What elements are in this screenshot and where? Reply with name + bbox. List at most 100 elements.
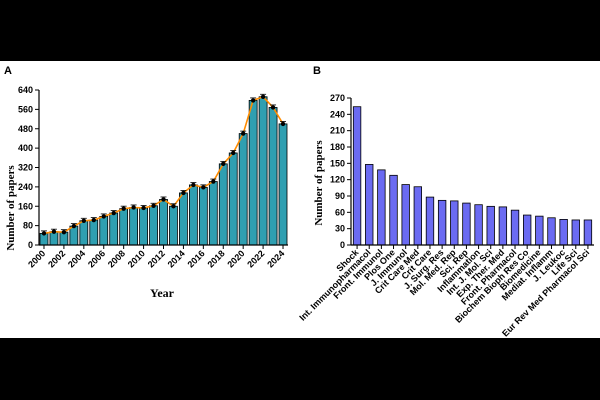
- bar: [486, 205, 495, 246]
- x-tick-label: 2006: [86, 248, 107, 269]
- y-tick-label: 150: [330, 158, 345, 168]
- data-point-marker: [91, 217, 96, 223]
- bar: [238, 133, 248, 246]
- y-tick-label: 60: [335, 207, 345, 217]
- bar: [69, 225, 79, 246]
- x-tick-label: 2008: [106, 248, 127, 269]
- y-tick-label: 0: [28, 240, 33, 250]
- bar: [99, 216, 109, 246]
- data-point-marker: [260, 94, 266, 99]
- bar: [365, 164, 374, 246]
- y-tick-label: 270: [330, 93, 345, 103]
- chart-a: A Number of papers Year 0 80 160 240 320 400 4…: [4, 65, 288, 300]
- bar: [559, 219, 568, 246]
- bar: [571, 219, 580, 246]
- data-point-marker: [111, 210, 116, 216]
- bar: [89, 219, 99, 246]
- bar: [228, 152, 238, 246]
- data-point-marker: [280, 121, 286, 127]
- chart-b-y-axis: 0 30 60 90 120 150 180 210 240 270: [330, 93, 352, 250]
- y-tick-label: 180: [330, 142, 345, 152]
- y-tick-label: 90: [335, 191, 345, 201]
- bar: [179, 192, 188, 246]
- bar: [377, 169, 386, 246]
- data-point-marker: [240, 131, 246, 136]
- bar: [149, 205, 158, 246]
- bar: [510, 209, 520, 246]
- y-tick-label: 80: [23, 221, 33, 231]
- bar: [535, 215, 544, 246]
- y-tick-label: 120: [330, 175, 345, 185]
- x-tick-label: 2016: [186, 248, 207, 269]
- data-point-marker: [201, 185, 206, 190]
- y-tick-label: 320: [18, 163, 33, 173]
- chart-a-bars: [39, 96, 288, 246]
- chart-b-bars: [352, 106, 593, 246]
- figure-canvas: A Number of papers Year 0 80 160 240 320 400 4…: [4, 65, 594, 338]
- data-point-marker: [221, 161, 226, 167]
- bar: [425, 196, 435, 246]
- bar: [401, 184, 410, 246]
- x-tick-label: 2018: [205, 248, 226, 269]
- bar: [437, 199, 447, 246]
- data-point-marker: [211, 179, 216, 184]
- bar: [169, 205, 178, 246]
- y-tick-label: 400: [18, 143, 33, 153]
- bar: [188, 184, 198, 246]
- bar: [258, 96, 268, 246]
- chart-a-y-axis: 0 80 160 240 320 400 480 560 640: [18, 85, 40, 250]
- x-tick-label: 2014: [166, 248, 187, 269]
- bar: [248, 100, 258, 246]
- bar: [498, 206, 508, 246]
- data-point-marker: [41, 231, 47, 236]
- data-point-marker: [231, 150, 236, 156]
- x-tick-label: 2002: [46, 248, 67, 269]
- panel-label-a: A: [4, 65, 12, 77]
- bar: [129, 207, 139, 246]
- data-point-marker: [81, 218, 87, 223]
- data-point-marker: [141, 205, 146, 211]
- bar: [413, 186, 422, 246]
- chart-b-ylabel: Number of papers: [313, 140, 325, 226]
- data-point-marker: [191, 182, 196, 188]
- panel-label-b: B: [313, 65, 321, 77]
- y-tick-label: 240: [18, 182, 33, 192]
- x-tick-label: 2020: [225, 248, 246, 269]
- y-tick-label: 640: [18, 85, 33, 95]
- chart-a-ylabel: Number of papers: [5, 165, 17, 251]
- bar: [268, 107, 278, 246]
- bar: [389, 174, 398, 246]
- bar: [352, 106, 362, 246]
- bar: [450, 200, 459, 246]
- data-point-marker: [101, 214, 106, 219]
- data-point-marker: [270, 105, 276, 110]
- bar: [119, 208, 129, 246]
- x-tick-label: 2004: [66, 248, 87, 269]
- data-point-marker: [171, 204, 176, 209]
- bar: [523, 214, 532, 246]
- x-tick-label: 2022: [245, 248, 266, 269]
- bar: [198, 186, 208, 246]
- y-tick-label: 560: [18, 104, 33, 114]
- chart-b: B Number of papers 0 30 60 90 120 150 180 210 24…: [297, 65, 594, 338]
- chart-a-x-axis: 2000200220042006200820102012201420162018…: [26, 244, 288, 270]
- x-tick-label: 2012: [146, 248, 167, 269]
- data-point-marker: [131, 205, 136, 210]
- data-point-marker: [151, 203, 156, 208]
- bar: [79, 220, 89, 246]
- x-tick-label: 2010: [126, 248, 147, 269]
- bar: [474, 204, 483, 246]
- bar: [159, 199, 168, 246]
- x-tick-label: Int. Immunopharmacol: [297, 247, 372, 322]
- data-point-marker: [250, 98, 256, 103]
- data-point-marker: [51, 229, 57, 234]
- bar: [109, 212, 119, 246]
- y-tick-label: 210: [330, 126, 345, 136]
- data-point-marker: [161, 197, 166, 202]
- y-tick-label: 480: [18, 124, 33, 134]
- bar: [462, 202, 471, 246]
- data-point-marker: [61, 229, 67, 235]
- data-point-marker: [121, 206, 126, 211]
- y-tick-label: 30: [335, 224, 345, 234]
